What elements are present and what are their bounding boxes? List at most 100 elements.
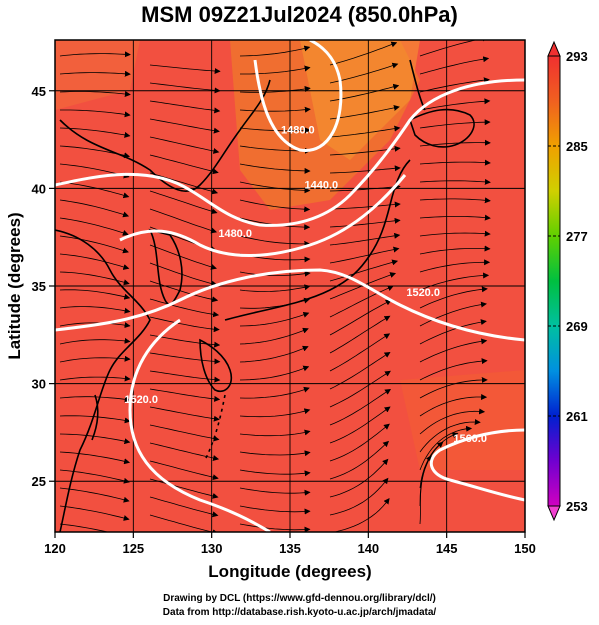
streamline [59,217,129,236]
streamline [329,125,401,138]
streamline [329,183,401,192]
streamline [419,319,487,345]
streamline [329,272,397,300]
streamline [329,477,389,516]
contour-1440 [55,78,525,227]
streamline [329,423,390,462]
streamline [149,442,220,461]
streamline [239,86,311,93]
streamline [329,333,391,372]
streamline [149,172,219,195]
streamline [332,498,390,532]
streamline [59,70,131,77]
streamline [59,375,131,382]
streamline [329,201,401,210]
streamline [59,523,110,532]
streamline [419,77,490,93]
streamline [419,301,487,327]
streamline [59,235,129,254]
streamline [329,388,392,426]
contour-label: 1520.0 [124,394,158,406]
streamline [419,56,490,75]
streamline [59,415,131,424]
coast-hokkaido [409,108,475,148]
contour-label: 1480.0 [218,228,252,240]
streamline [239,163,311,174]
streamline [239,429,311,437]
streamline [59,306,131,314]
streamline [239,270,311,277]
streamline [329,232,401,246]
streamline [239,408,311,418]
streamline [419,119,491,129]
x-tick-label: 150 [514,541,536,556]
contour-1480-north [253,40,343,152]
y-axis-title: Latitude (degrees) [5,212,24,359]
streamline [149,64,221,74]
streamline [59,181,130,199]
streamline [239,235,311,247]
warm-patch-se [400,370,525,470]
streamline [59,145,131,159]
coast-china-east [55,229,151,532]
contour-1480 [119,174,407,257]
credit-data: Data from http://database.rish.kyoto-u.a… [162,607,437,618]
x-axis-title: Longitude (degrees) [208,562,371,581]
streamline [329,440,390,480]
streamline [239,365,310,381]
streamline [149,82,221,94]
streamline [149,208,218,234]
x-tick-label: 145 [436,541,458,556]
streamline [239,386,310,399]
streamline [59,91,131,97]
streamline [59,337,131,345]
streamline [59,487,130,503]
streamline [419,454,432,525]
streamline [239,311,310,327]
streamline [239,106,311,113]
chart-title: MSM 09Z21Jul2024 (850.0hPa) [141,2,458,27]
streamline [149,460,219,481]
contour-label: 1520.0 [406,287,440,299]
y-tick-label: 35 [32,279,46,294]
streamline [239,181,311,194]
y-tick-label: 25 [32,474,46,489]
streamline [59,505,130,521]
streamline [419,98,491,111]
streamline [419,394,488,417]
x-tick-label: 120 [44,541,66,556]
streamline [419,358,488,381]
y-tick-label: 30 [32,377,46,392]
streamline [239,450,311,457]
streamline [329,259,399,282]
coast-ryukyu [204,394,226,461]
warm-core-patch [300,40,420,160]
streamline [149,298,220,318]
streamline [419,214,491,221]
x-tick-label: 125 [122,541,144,556]
colorbar-tick-label: 269 [566,319,588,334]
streamline [59,271,130,286]
streamline [329,246,400,264]
streamline [239,505,311,515]
warm-patch-nw [55,40,140,110]
streamline [59,322,131,329]
contour-labels: 1480.0 1440.0 1480.0 1520.0 1520.0 1560.0 [124,125,487,445]
colorbar-min-arrow [547,505,561,522]
colorbar: 253 261 269 277 285 293 [547,40,588,522]
height-contours [55,40,525,532]
streamline [329,406,391,444]
streamline [149,190,218,215]
x-axis: 120 125 130 135 140 145 150 [44,532,536,556]
streamline [149,370,221,383]
contour-label: 1480.0 [281,125,315,137]
streamline [149,154,219,175]
streamline [239,45,311,57]
streamline [60,109,131,118]
streamline [59,289,131,300]
contour-1560 [429,428,525,502]
streamline [149,496,219,518]
streamline [329,315,391,354]
contour-1520-south [128,318,271,532]
streamline [149,280,219,303]
